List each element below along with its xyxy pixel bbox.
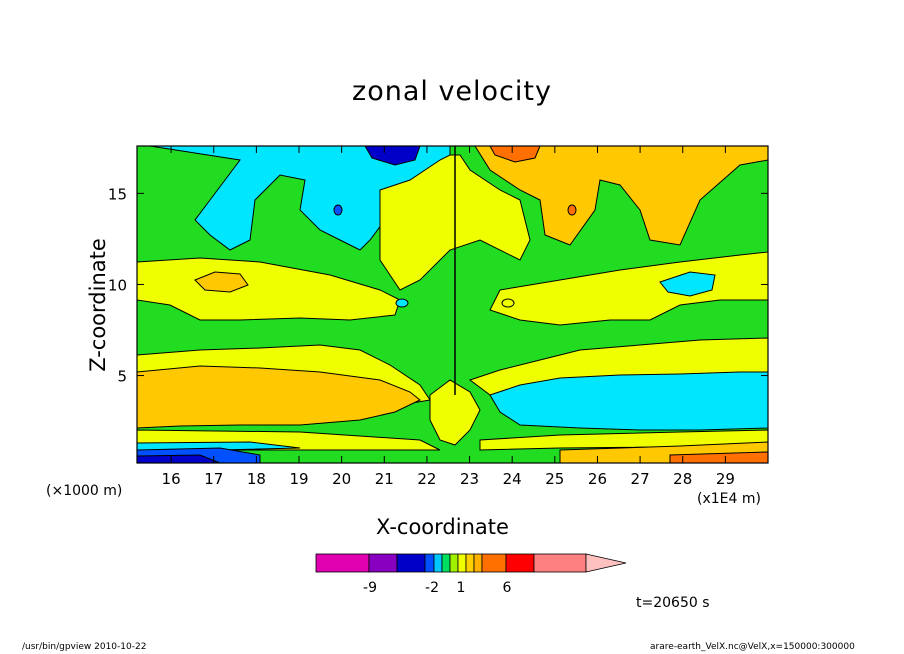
colorbar-segment bbox=[457, 553, 467, 573]
region-orange-upper-right bbox=[474, 145, 769, 246]
x-tick-label: 18 bbox=[247, 470, 266, 488]
x-tick-label: 16 bbox=[162, 470, 181, 488]
contour-field bbox=[136, 145, 769, 464]
x-tick-label: 27 bbox=[631, 470, 650, 488]
feature-orange-small-b bbox=[567, 204, 577, 216]
colorbar-segment bbox=[433, 553, 443, 573]
footer-right: arare-earth_VelX.nc@VelX,x=150000:300000 bbox=[650, 642, 855, 652]
time-label: t=20650 s bbox=[636, 595, 710, 611]
y-axis-label: Z-coordinate bbox=[86, 238, 110, 372]
plot-frame bbox=[136, 145, 769, 464]
colorbar-extend-arrow bbox=[585, 553, 627, 573]
chart-title: zonal velocity bbox=[352, 76, 552, 107]
x-tick-label: 20 bbox=[332, 470, 351, 488]
x-tick-label: 17 bbox=[204, 470, 223, 488]
region-cyan-small-mid bbox=[659, 271, 716, 297]
colorbar-segment bbox=[315, 553, 370, 573]
x-tick-label: 19 bbox=[289, 470, 308, 488]
region-yellow-center-low bbox=[429, 379, 481, 446]
region-orange-lower-left bbox=[136, 365, 421, 429]
x-tick-label: 22 bbox=[417, 470, 436, 488]
colorbar-segment bbox=[449, 553, 459, 573]
colorbar-segment bbox=[465, 553, 475, 573]
colorbar-label-1: -2 bbox=[425, 580, 439, 596]
colorbar-label-3: 6 bbox=[503, 580, 512, 596]
x-tick-label: 24 bbox=[503, 470, 522, 488]
y-tick-label: 15 bbox=[108, 185, 127, 203]
colorbar-segment bbox=[368, 553, 398, 573]
colorbar-segment bbox=[481, 553, 507, 573]
colorbar-segment bbox=[424, 553, 435, 573]
y-tick-label: 5 bbox=[117, 368, 127, 386]
colorbar bbox=[315, 553, 627, 573]
x-tick-label: 25 bbox=[545, 470, 564, 488]
y-tick-label: 10 bbox=[108, 276, 127, 294]
colorbar-labels: -9 -2 1 6 bbox=[363, 580, 512, 596]
x-axis-ticks: 16 17 18 19 20 21 22 23 24 25 26 27 28 29 bbox=[162, 146, 735, 488]
footer-left: /usr/bin/gpview 2010-10-22 bbox=[22, 642, 147, 652]
region-orange-small-mid bbox=[194, 271, 249, 293]
colorbar-label-0: -9 bbox=[363, 580, 377, 596]
x-tick-label: 23 bbox=[460, 470, 479, 488]
feature-cyan-small-c bbox=[395, 298, 409, 308]
colorbar-segment bbox=[473, 553, 483, 573]
x-tick-label: 29 bbox=[716, 470, 735, 488]
x-tick-label: 26 bbox=[588, 470, 607, 488]
colorbar-segment bbox=[505, 553, 535, 573]
x-scale-label: (x1E4 m) bbox=[697, 491, 761, 507]
x-unit-label: (×1000 m) bbox=[46, 483, 123, 499]
colorbar-segment bbox=[533, 553, 587, 573]
x-tick-label: 28 bbox=[673, 470, 692, 488]
feature-yellow-small-d bbox=[501, 298, 515, 308]
y-axis-ticks: 5 10 15 bbox=[108, 185, 768, 386]
region-yellow-mid-band-right bbox=[489, 251, 769, 326]
feature-cyan-small-a bbox=[333, 204, 343, 216]
colorbar-label-2: 1 bbox=[457, 580, 466, 596]
x-axis-label: X-coordinate bbox=[376, 515, 509, 539]
colorbar-segment bbox=[441, 553, 451, 573]
x-tick-label: 21 bbox=[375, 470, 394, 488]
colorbar-segment bbox=[396, 553, 426, 573]
region-yellow-mid-band bbox=[136, 257, 401, 321]
